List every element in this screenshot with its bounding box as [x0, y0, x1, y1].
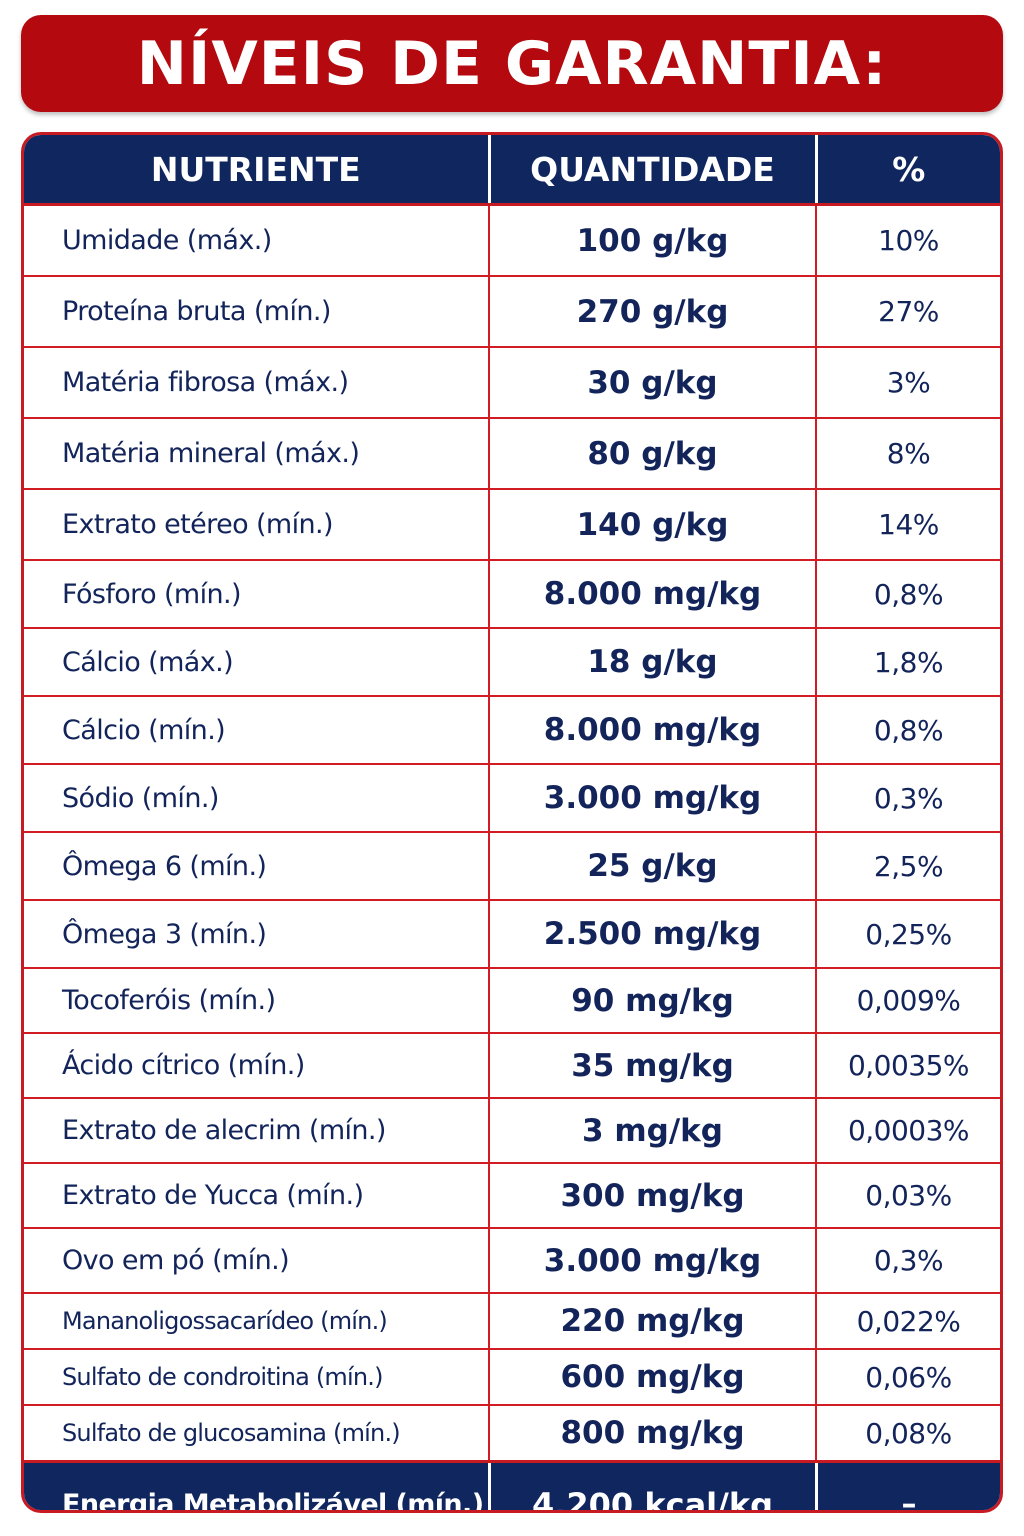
table-row: Extrato de Yucca (mín.) 300 mg/kg 0,03% [24, 1163, 1000, 1229]
percent-cell: 0,3% [815, 1228, 1000, 1294]
quantity-cell: 300 mg/kg [488, 1163, 816, 1229]
table-row: Ômega 6 (mín.) 25 g/kg 2,5% [24, 832, 1000, 901]
quantity-cell: 3.000 mg/kg [488, 1228, 816, 1294]
percent-cell: 0,009% [815, 968, 1000, 1034]
percent-cell: 8% [815, 418, 1000, 490]
nutrient-cell: Sulfato de condroitina (mín.) [24, 1349, 489, 1406]
percent-cell: 1,8% [815, 628, 1000, 697]
page-title: NÍVEIS DE GARANTIA: [136, 28, 888, 99]
percent-cell: 0,022% [815, 1293, 1000, 1350]
percent-cell: 3% [815, 347, 1000, 419]
nutrient-cell: Mananoligossacarídeo (mín.) [24, 1293, 489, 1350]
nutrient-cell: Fósforo (mín.) [24, 560, 489, 629]
guarantee-table: NUTRIENTE QUANTIDADE % Umidade (máx.) 10… [24, 135, 1000, 1510]
percent-cell: 10% [815, 204, 1000, 277]
table-row: Mananoligossacarídeo (mín.) 220 mg/kg 0,… [24, 1293, 1000, 1350]
table-row: Umidade (máx.) 100 g/kg 10% [24, 204, 1000, 277]
nutrient-cell: Matéria fibrosa (máx.) [24, 347, 489, 419]
nutrient-cell: Tocoferóis (mín.) [24, 968, 489, 1034]
percent-cell: 0,0003% [815, 1098, 1000, 1164]
nutrient-cell: Ovo em pó (mín.) [24, 1228, 489, 1294]
table-row: Sulfato de glucosamina (mín.) 800 mg/kg … [24, 1405, 1000, 1463]
nutrient-cell: Cálcio (mín.) [24, 696, 489, 765]
table-row: Ômega 3 (mín.) 2.500 mg/kg 0,25% [24, 900, 1000, 969]
quantity-cell: 3 mg/kg [488, 1098, 816, 1164]
table-row: Sódio (mín.) 3.000 mg/kg 0,3% [24, 764, 1000, 833]
guarantee-table-container: NUTRIENTE QUANTIDADE % Umidade (máx.) 10… [21, 132, 1003, 1513]
table-row: Extrato de alecrim (mín.) 3 mg/kg 0,0003… [24, 1098, 1000, 1164]
nutrient-cell: Extrato de alecrim (mín.) [24, 1098, 489, 1164]
quantity-cell: 140 g/kg [488, 489, 816, 561]
table-row: Matéria mineral (máx.) 80 g/kg 8% [24, 418, 1000, 490]
quantity-cell: 2.500 mg/kg [488, 900, 816, 969]
quantity-cell: 80 g/kg [488, 418, 816, 490]
percent-cell: 27% [815, 276, 1000, 348]
table-footer: Energia Metabolizável (mín.) 4.200 kcal/… [24, 1460, 1000, 1510]
quantity-cell: 35 mg/kg [488, 1033, 816, 1099]
percent-cell: 0,8% [815, 696, 1000, 765]
quantity-cell: 90 mg/kg [488, 968, 816, 1034]
nutrient-cell: Proteína bruta (mín.) [24, 276, 489, 348]
quantity-cell: 18 g/kg [488, 628, 816, 697]
quantity-cell: 25 g/kg [488, 832, 816, 901]
energy-row: Energia Metabolizável (mín.) 4.200 kcal/… [24, 1460, 1000, 1510]
table-row: Proteína bruta (mín.) 270 g/kg 27% [24, 276, 1000, 348]
percent-cell: 0,06% [815, 1349, 1000, 1406]
table-header: NUTRIENTE QUANTIDADE % [24, 135, 1000, 206]
nutrient-cell: Ácido cítrico (mín.) [24, 1033, 489, 1099]
percent-cell: 0,08% [815, 1405, 1000, 1463]
header-quantity: QUANTIDADE [487, 135, 816, 206]
nutrient-cell: Umidade (máx.) [24, 204, 489, 277]
percent-cell: 2,5% [815, 832, 1000, 901]
nutrient-cell: Extrato etéreo (mín.) [24, 489, 489, 561]
table-row: Ovo em pó (mín.) 3.000 mg/kg 0,3% [24, 1228, 1000, 1294]
table-row: Fósforo (mín.) 8.000 mg/kg 0,8% [24, 560, 1000, 629]
table-row: Sulfato de condroitina (mín.) 600 mg/kg … [24, 1349, 1000, 1406]
table-row: Tocoferóis (mín.) 90 mg/kg 0,009% [24, 968, 1000, 1034]
percent-cell: 0,8% [815, 560, 1000, 629]
nutrient-cell: Matéria mineral (máx.) [24, 418, 489, 490]
percent-cell: 0,0035% [815, 1033, 1000, 1099]
nutrient-cell: Sulfato de glucosamina (mín.) [24, 1405, 489, 1463]
nutrient-cell: Extrato de Yucca (mín.) [24, 1163, 489, 1229]
quantity-cell: 8.000 mg/kg [488, 560, 816, 629]
table-row: Matéria fibrosa (máx.) 30 g/kg 3% [24, 347, 1000, 419]
quantity-cell: 100 g/kg [488, 204, 816, 277]
energy-quantity-cell: 4.200 kcal/kg [487, 1460, 816, 1510]
table-row: Cálcio (mín.) 8.000 mg/kg 0,8% [24, 696, 1000, 765]
header-nutrient: NUTRIENTE [24, 135, 489, 206]
table-row: Cálcio (máx.) 18 g/kg 1,8% [24, 628, 1000, 697]
table-body: Umidade (máx.) 100 g/kg 10% Proteína bru… [24, 204, 1000, 1463]
energy-percent-cell: – [814, 1460, 1000, 1510]
header-row: NUTRIENTE QUANTIDADE % [24, 135, 1000, 206]
quantity-cell: 600 mg/kg [488, 1349, 816, 1406]
percent-cell: 0,03% [815, 1163, 1000, 1229]
percent-cell: 0,3% [815, 764, 1000, 833]
table-row: Extrato etéreo (mín.) 140 g/kg 14% [24, 489, 1000, 561]
quantity-cell: 220 mg/kg [488, 1293, 816, 1350]
title-banner: NÍVEIS DE GARANTIA: [21, 15, 1003, 112]
quantity-cell: 800 mg/kg [488, 1405, 816, 1463]
header-percent: % [814, 135, 1000, 206]
energy-nutrient-cell: Energia Metabolizável (mín.) [24, 1460, 489, 1510]
quantity-cell: 30 g/kg [488, 347, 816, 419]
percent-cell: 14% [815, 489, 1000, 561]
quantity-cell: 3.000 mg/kg [488, 764, 816, 833]
percent-cell: 0,25% [815, 900, 1000, 969]
nutrient-cell: Cálcio (máx.) [24, 628, 489, 697]
nutrient-cell: Ômega 6 (mín.) [24, 832, 489, 901]
nutrient-cell: Sódio (mín.) [24, 764, 489, 833]
table-row: Ácido cítrico (mín.) 35 mg/kg 0,0035% [24, 1033, 1000, 1099]
quantity-cell: 270 g/kg [488, 276, 816, 348]
quantity-cell: 8.000 mg/kg [488, 696, 816, 765]
nutrient-cell: Ômega 3 (mín.) [24, 900, 489, 969]
